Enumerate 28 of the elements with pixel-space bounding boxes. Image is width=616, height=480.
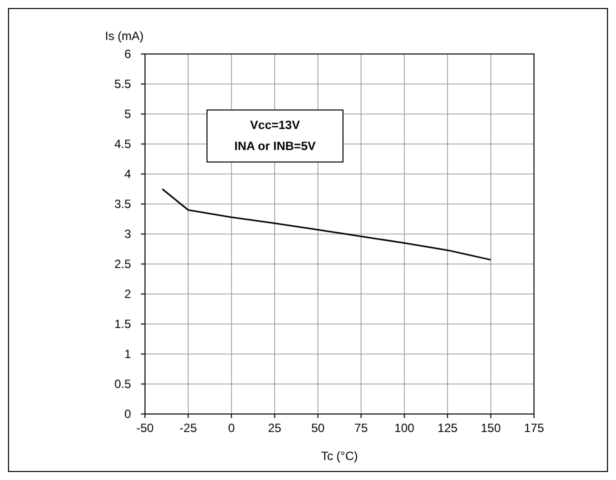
x-tick-label: 25 (268, 421, 282, 435)
y-tick-label: 3.5 (114, 197, 132, 211)
y-tick-label: 5.5 (114, 77, 132, 91)
line-series (162, 188, 492, 261)
x-tick-label: 75 (354, 421, 368, 435)
y-tick-label: 1 (124, 347, 132, 361)
annotation: INA or INB=5V (234, 139, 316, 153)
y-tick-label: 2 (124, 287, 132, 301)
y-tick-label: 4 (124, 167, 132, 181)
x-tick-label: 50 (311, 421, 325, 435)
x-tick-label: -50 (136, 421, 154, 435)
y-axis-title: Is (mA) (105, 29, 144, 43)
x-tick-label: 100 (394, 421, 415, 435)
annotation: Vcc=13V (250, 118, 300, 132)
y-tick-label: 1.5 (114, 317, 132, 331)
x-axis-title: Tc (°C) (321, 449, 358, 463)
y-tick-label: 0 (124, 407, 132, 421)
y-tick-label: 6 (124, 47, 132, 61)
x-tick-label: 0 (228, 421, 236, 435)
x-tick-label: 175 (524, 421, 544, 435)
y-tick-label: 4.5 (114, 137, 132, 151)
x-tick-label: 125 (438, 421, 458, 435)
x-tick-label: 150 (480, 421, 502, 435)
x-tick-label: -25 (180, 421, 198, 435)
y-tick-label: 0.5 (114, 377, 132, 391)
y-tick-label: 5 (124, 107, 132, 121)
y-tick-label: 3 (124, 227, 132, 241)
y-tick-label: 2.5 (114, 257, 132, 271)
